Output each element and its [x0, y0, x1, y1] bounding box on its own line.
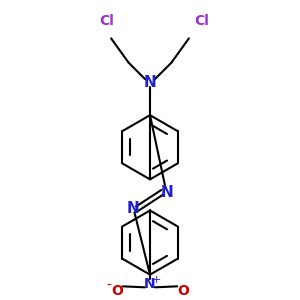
Text: O: O: [111, 284, 123, 298]
Text: N: N: [144, 278, 156, 291]
Text: Cl: Cl: [194, 14, 209, 28]
Text: O: O: [177, 284, 189, 298]
Text: -: -: [107, 278, 112, 292]
Text: Cl: Cl: [99, 14, 114, 28]
Text: N: N: [144, 75, 156, 90]
Text: +: +: [152, 274, 161, 284]
Text: N: N: [127, 201, 140, 216]
Text: N: N: [160, 184, 173, 200]
